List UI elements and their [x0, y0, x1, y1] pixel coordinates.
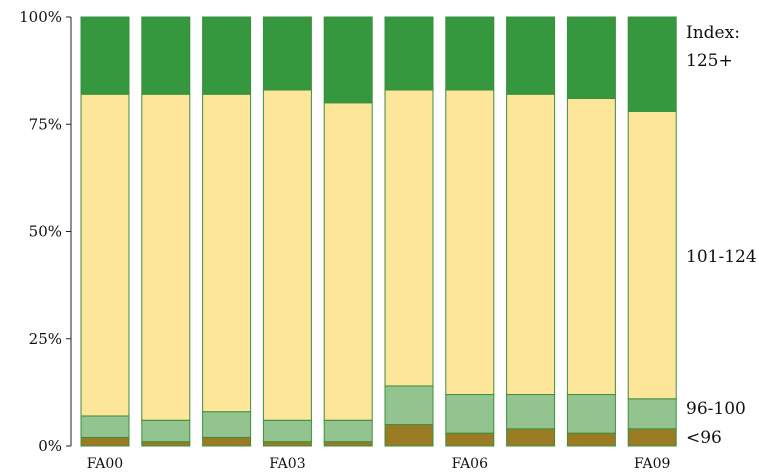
bar-segment: [202, 16, 252, 95]
bar-segment: [566, 432, 616, 447]
bar-segment: [627, 110, 677, 400]
bar-stack-fa08: [566, 16, 616, 447]
series-label-125-plus: 125+: [686, 51, 733, 71]
bar-segment: [141, 93, 191, 421]
bar-segment: [80, 436, 130, 447]
bar-segment: [566, 16, 616, 100]
bar-segment: [627, 16, 677, 112]
bar-segment: [384, 89, 434, 387]
y-tick-label: 25%: [29, 330, 62, 348]
x-axis: FA00 FA03 FA06 FA09: [87, 456, 671, 472]
bar-stack-fa00: [80, 16, 130, 447]
bar-segment: [80, 415, 130, 438]
bar-stack-fa06: [445, 16, 495, 447]
bar-segment: [627, 428, 677, 447]
bar-segment: [323, 419, 373, 443]
bar-segment: [323, 102, 373, 421]
bar-stack-fa01: [141, 16, 191, 447]
bar-segment: [445, 432, 495, 447]
y-axis: 0% 25% 50% 75% 100%: [19, 8, 72, 455]
bar-segment: [141, 419, 191, 443]
y-tick-label: 100%: [19, 8, 62, 26]
bar-segment: [445, 16, 495, 91]
bar-segment: [445, 394, 495, 434]
y-tick-label: 0%: [38, 437, 62, 455]
bar-segment: [80, 93, 130, 417]
x-tick-label: FA09: [634, 456, 670, 472]
bar-segment: [262, 16, 312, 91]
bar-segment: [262, 419, 312, 443]
bar-segment: [141, 16, 191, 95]
bar-segment: [202, 436, 252, 447]
bar-segment: [202, 93, 252, 413]
bar-segment: [262, 89, 312, 421]
series-labels: Index: 125+ 101-124 96-100 <96: [686, 23, 757, 448]
bar-segment: [566, 394, 616, 434]
bar-segment: [445, 89, 495, 396]
bar-segment: [506, 16, 556, 95]
bar-stack-fa04: [323, 16, 373, 447]
y-tick-label: 50%: [29, 223, 62, 241]
bar-stack-fa02: [202, 16, 252, 447]
bar-segment: [323, 16, 373, 104]
series-label-101-124: 101-124: [686, 247, 757, 267]
bar-segment: [141, 441, 191, 447]
bar-segment: [262, 441, 312, 447]
series-label-under-96: <96: [686, 428, 722, 448]
bar-segment: [566, 98, 616, 396]
legend-title: Index:: [686, 23, 740, 43]
x-tick-label: FA03: [269, 456, 305, 472]
bar-stack-fa07: [506, 16, 556, 447]
bar-stack-fa05: [384, 16, 434, 447]
bar-segment: [506, 394, 556, 430]
bars: [80, 16, 677, 447]
bar-segment: [506, 93, 556, 396]
y-tick-label: 75%: [29, 115, 62, 133]
bar-segment: [384, 16, 434, 91]
x-tick-label: FA00: [87, 456, 123, 472]
bar-segment: [627, 398, 677, 430]
bar-segment: [384, 424, 434, 447]
x-tick-label: FA06: [452, 456, 489, 472]
bar-segment: [384, 385, 434, 426]
bar-segment: [202, 411, 252, 438]
series-label-96-100: 96-100: [686, 399, 746, 419]
bar-stack-fa09: [627, 16, 677, 447]
bar-stack-fa03: [262, 16, 312, 447]
bar-segment: [506, 428, 556, 447]
bar-segment: [80, 16, 130, 95]
bar-segment: [323, 441, 373, 447]
